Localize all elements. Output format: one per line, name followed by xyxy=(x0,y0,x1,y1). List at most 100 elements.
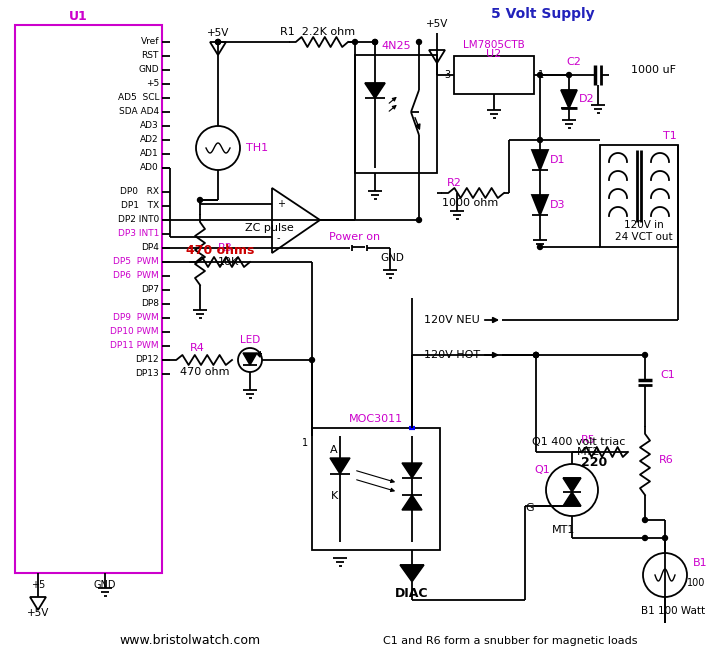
Text: DP2 INT0: DP2 INT0 xyxy=(118,215,159,225)
Text: 1000 uF: 1000 uF xyxy=(631,65,676,75)
Text: 220: 220 xyxy=(581,456,607,468)
Text: AD3: AD3 xyxy=(140,121,159,131)
Text: D1: D1 xyxy=(550,155,565,165)
Circle shape xyxy=(534,353,539,357)
Text: LED: LED xyxy=(240,335,260,345)
Polygon shape xyxy=(400,565,424,582)
Text: 24 VCT out: 24 VCT out xyxy=(615,232,672,242)
Text: 5 Volt Supply: 5 Volt Supply xyxy=(491,7,595,21)
Text: 470 ohm: 470 ohm xyxy=(180,367,230,377)
Text: LM7805CTB: LM7805CTB xyxy=(463,40,525,50)
Text: Vref: Vref xyxy=(140,37,159,46)
Text: 120V in: 120V in xyxy=(624,220,664,230)
Circle shape xyxy=(534,353,539,357)
Polygon shape xyxy=(330,458,350,474)
Text: DP4: DP4 xyxy=(141,244,159,253)
Text: A: A xyxy=(330,445,338,455)
Circle shape xyxy=(215,39,220,44)
Text: Power on: Power on xyxy=(330,232,381,242)
Text: MT2: MT2 xyxy=(577,447,600,457)
Polygon shape xyxy=(532,195,548,215)
Polygon shape xyxy=(563,492,581,506)
Circle shape xyxy=(534,353,539,357)
Text: D2: D2 xyxy=(579,94,595,104)
Text: 4N25: 4N25 xyxy=(381,41,411,51)
Text: B1: B1 xyxy=(693,558,708,568)
Text: www.bristolwatch.com: www.bristolwatch.com xyxy=(120,635,261,648)
Bar xyxy=(600,145,678,247)
Text: 100: 100 xyxy=(687,578,706,588)
Circle shape xyxy=(310,357,315,362)
Text: DP13: DP13 xyxy=(135,370,159,379)
Polygon shape xyxy=(532,150,548,170)
Text: DIAC: DIAC xyxy=(395,587,428,600)
Polygon shape xyxy=(402,463,422,478)
Text: +5V: +5V xyxy=(426,19,448,29)
Text: AD2: AD2 xyxy=(140,136,159,144)
Text: Q1: Q1 xyxy=(534,465,550,475)
Text: SDA AD4: SDA AD4 xyxy=(119,108,159,116)
Text: R5: R5 xyxy=(581,435,595,445)
Circle shape xyxy=(567,72,572,78)
Text: DP0   RX: DP0 RX xyxy=(120,187,159,197)
Text: DP11 PWM: DP11 PWM xyxy=(110,342,159,351)
Text: B1 100 Watt: B1 100 Watt xyxy=(641,606,705,616)
Polygon shape xyxy=(365,83,385,98)
Text: C2: C2 xyxy=(567,57,582,67)
Text: DP10 PWM: DP10 PWM xyxy=(110,328,159,336)
Text: DP6  PWM: DP6 PWM xyxy=(113,272,159,281)
Text: 120V HOT: 120V HOT xyxy=(424,350,480,360)
Text: U2: U2 xyxy=(487,49,502,59)
Text: +5: +5 xyxy=(31,580,45,590)
Circle shape xyxy=(353,39,358,44)
Text: GND: GND xyxy=(94,580,116,590)
Text: MOC3011: MOC3011 xyxy=(349,414,403,424)
Text: DP3 INT1: DP3 INT1 xyxy=(117,229,159,238)
Text: DP5  PWM: DP5 PWM xyxy=(113,257,159,266)
Text: DP9  PWM: DP9 PWM xyxy=(113,313,159,323)
Circle shape xyxy=(538,138,542,142)
Circle shape xyxy=(662,535,667,541)
Circle shape xyxy=(642,517,647,522)
Circle shape xyxy=(538,244,542,249)
Polygon shape xyxy=(563,478,581,492)
Text: R6: R6 xyxy=(659,455,674,465)
Text: R4: R4 xyxy=(190,343,205,353)
Text: D3: D3 xyxy=(550,200,565,210)
Text: 1: 1 xyxy=(538,70,544,80)
Text: GND: GND xyxy=(380,253,404,263)
Text: +: + xyxy=(277,199,285,209)
Text: 120V NEU: 120V NEU xyxy=(424,315,480,325)
Circle shape xyxy=(372,39,377,44)
Circle shape xyxy=(416,217,421,223)
Circle shape xyxy=(215,39,220,44)
Text: C1: C1 xyxy=(660,370,675,380)
Text: G: G xyxy=(526,503,534,513)
Circle shape xyxy=(372,39,377,44)
Text: TH1: TH1 xyxy=(246,143,268,153)
Bar xyxy=(15,25,162,573)
Bar xyxy=(454,56,534,94)
Circle shape xyxy=(538,72,542,78)
Text: AD1: AD1 xyxy=(140,150,159,159)
Polygon shape xyxy=(402,495,422,510)
Text: Q1 400 volt triac: Q1 400 volt triac xyxy=(532,437,626,447)
Text: MT1: MT1 xyxy=(552,525,576,535)
Text: -: - xyxy=(277,233,281,243)
Text: 3: 3 xyxy=(444,70,450,80)
Text: AD5  SCL: AD5 SCL xyxy=(117,93,159,103)
Text: R2: R2 xyxy=(447,178,462,188)
Text: 1: 1 xyxy=(302,438,308,448)
Text: U1: U1 xyxy=(68,10,87,22)
Text: AD0: AD0 xyxy=(140,163,159,172)
Text: DP12: DP12 xyxy=(135,355,159,364)
Bar xyxy=(312,428,440,550)
Text: R3: R3 xyxy=(218,243,233,253)
Text: T1: T1 xyxy=(663,131,677,141)
Text: +5V: +5V xyxy=(27,608,49,618)
Bar xyxy=(355,55,437,173)
Circle shape xyxy=(642,353,647,357)
Text: ZC pulse: ZC pulse xyxy=(245,223,294,233)
Text: 470 ohms: 470 ohms xyxy=(186,244,254,257)
Text: DP1   TX: DP1 TX xyxy=(121,202,159,210)
